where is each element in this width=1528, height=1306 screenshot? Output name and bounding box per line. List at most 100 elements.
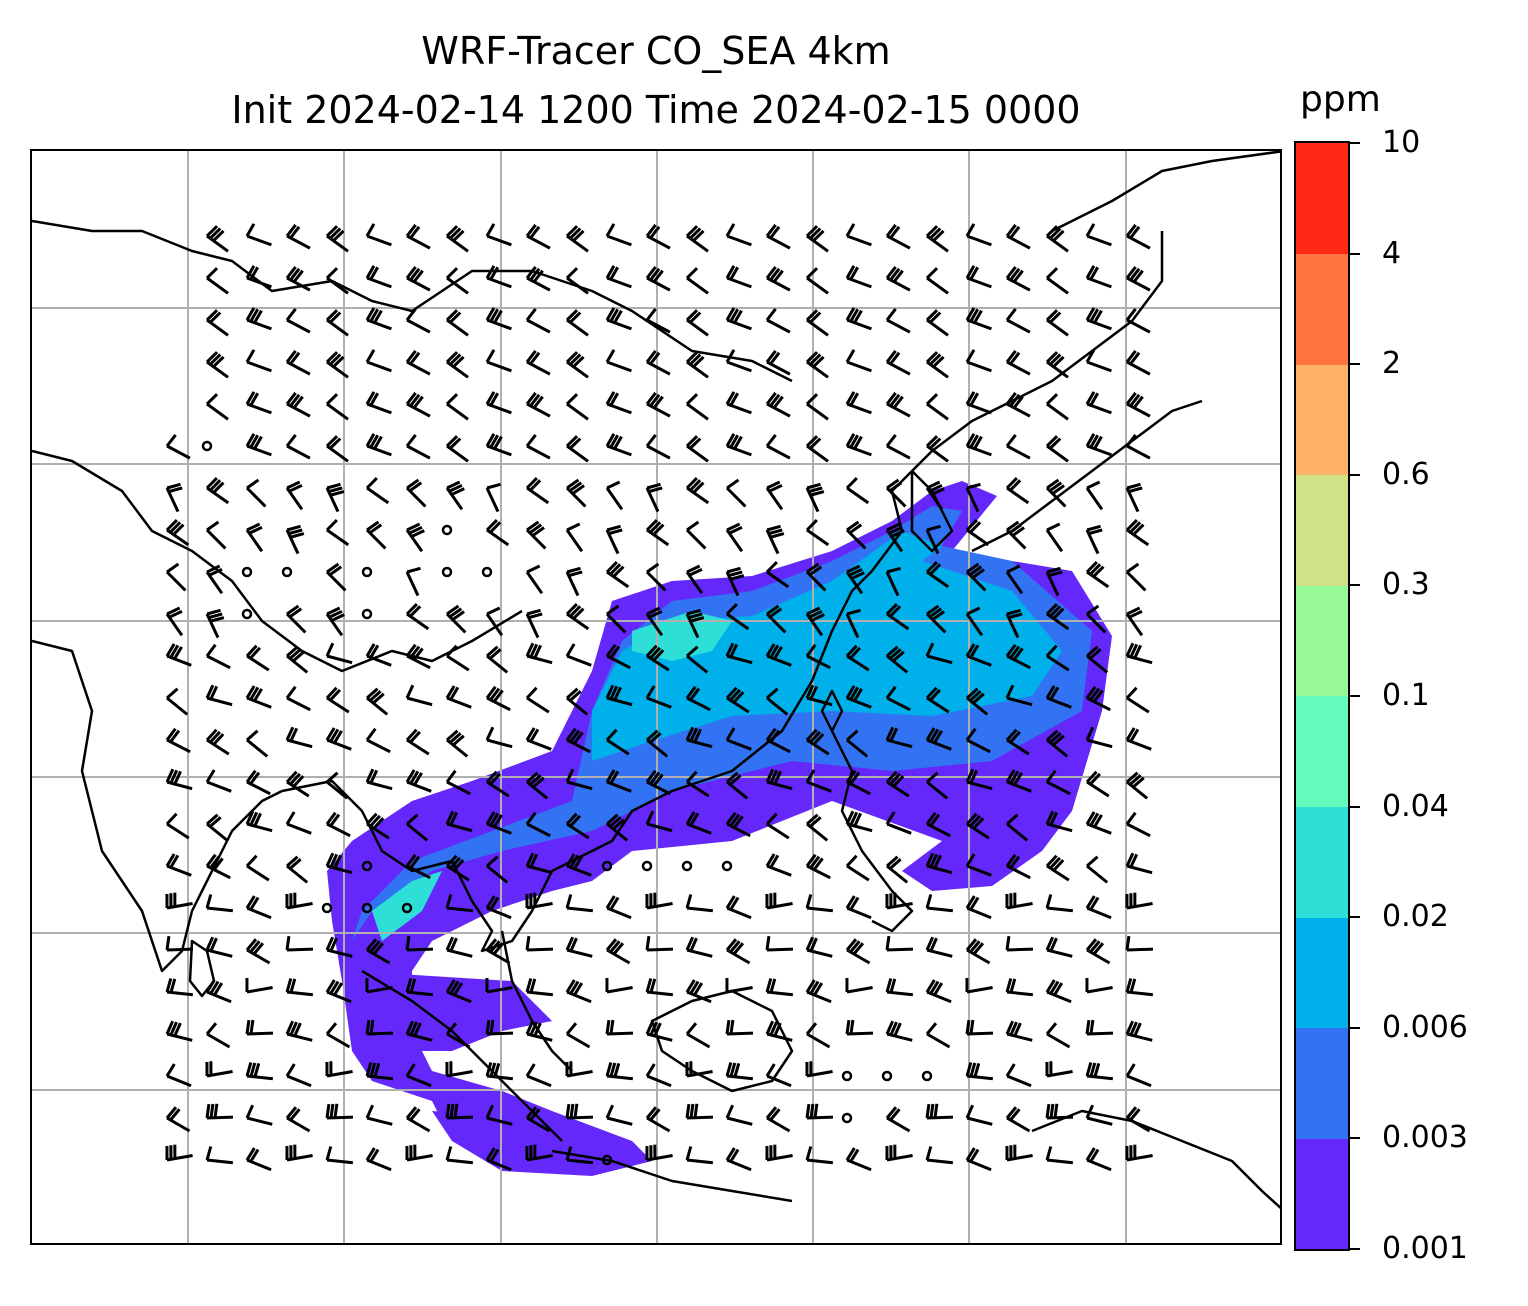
- wind-barb: [525, 1063, 552, 1088]
- wind-barb: [846, 729, 869, 758]
- wind-barb: [685, 351, 709, 379]
- colorbar-tick-label: 0.1: [1382, 678, 1430, 713]
- wind-barb: [645, 392, 671, 418]
- wind-barb: [885, 350, 911, 376]
- calm-circle: [921, 1070, 933, 1082]
- wind-barb: [765, 308, 791, 334]
- wind-barb: [365, 265, 392, 289]
- wind-barb: [1005, 1063, 1032, 1088]
- wind-barb: [1045, 1022, 1071, 1049]
- wind-barb: [446, 729, 469, 758]
- wind-barb: [725, 478, 747, 508]
- wind-barb: [565, 603, 590, 631]
- wind-barb: [1085, 770, 1110, 798]
- wind-barb: [285, 434, 311, 460]
- wind-barb: [525, 224, 551, 250]
- wind-barb: [845, 977, 873, 994]
- wind-barb: [885, 308, 911, 334]
- wind-barb: [525, 727, 552, 751]
- wind-barb: [965, 643, 992, 667]
- coastlines: [32, 151, 1280, 1210]
- wind-barb: [646, 729, 669, 758]
- wind-barb: [1005, 1106, 1031, 1133]
- colorbar-segment: [1296, 253, 1348, 365]
- wind-barb: [365, 1062, 394, 1081]
- wind-barb: [645, 769, 671, 796]
- wind-barb: [206, 813, 229, 842]
- wind-barb: [525, 392, 551, 418]
- wind-barb: [565, 478, 587, 508]
- wind-barb: [245, 854, 270, 882]
- wind-barb: [726, 771, 749, 800]
- wind-barb: [1125, 606, 1144, 637]
- wind-barb: [405, 224, 431, 250]
- wind-barb: [325, 606, 345, 637]
- wind-barb: [1085, 307, 1112, 331]
- wind-barb: [806, 813, 829, 842]
- wind-barb: [1045, 478, 1067, 508]
- wind-barb: [1125, 434, 1151, 460]
- wind-barb: [645, 562, 667, 592]
- wind-barb: [485, 977, 513, 994]
- wind-barb: [285, 524, 305, 555]
- wind-barb: [525, 477, 550, 505]
- wind-barb: [1005, 1144, 1033, 1162]
- wind-barb: [886, 855, 909, 884]
- wind-barb: [725, 603, 750, 631]
- wind-barb: [925, 979, 952, 1004]
- wind-barb: [805, 351, 829, 379]
- wind-barb: [1045, 1103, 1074, 1120]
- wind-barb: [285, 1106, 311, 1133]
- wind-barb: [445, 810, 473, 833]
- wind-barb: [805, 1061, 833, 1078]
- wind-barb: [1005, 564, 1024, 595]
- wind-barb: [1085, 1147, 1112, 1172]
- wind-barb: [645, 935, 674, 952]
- wind-barb: [845, 564, 865, 595]
- wind-barb: [365, 520, 387, 550]
- calm-circle: [721, 860, 733, 872]
- wind-barb: [325, 811, 351, 838]
- wind-barb: [805, 684, 833, 707]
- colorbar-tick-label: 0.003: [1382, 1120, 1468, 1156]
- wind-barb: [325, 225, 349, 253]
- wind-barb: [885, 1144, 913, 1162]
- wind-barb: [365, 768, 393, 791]
- wind-barb: [485, 1104, 513, 1126]
- wind-barb: [285, 770, 310, 798]
- wind-barb: [245, 265, 272, 289]
- wind-barb: [365, 727, 391, 754]
- wind-barb: [205, 520, 227, 550]
- wind-barb: [485, 770, 510, 798]
- wind-barb: [845, 223, 872, 247]
- calm-circle: [601, 1154, 613, 1166]
- wind-barb: [765, 1144, 793, 1162]
- wind-barb: [445, 1022, 471, 1049]
- wind-barb: [165, 1020, 193, 1042]
- wind-barb: [285, 308, 311, 334]
- wind-barb: [645, 685, 672, 709]
- wind-barb: [525, 686, 550, 714]
- wind-barb: [765, 935, 794, 952]
- wind-barb: [925, 1022, 951, 1049]
- wind-barb: [605, 1062, 634, 1081]
- wind-barb: [1046, 729, 1069, 758]
- wind-barb: [285, 392, 311, 418]
- colorbar-tick: [1350, 1248, 1360, 1250]
- colorbar-tick: [1350, 584, 1360, 587]
- wind-barb: [1085, 433, 1112, 457]
- wind-barb: [925, 686, 950, 714]
- wind-barb: [845, 769, 871, 796]
- wind-barb: [445, 267, 469, 295]
- wind-barb: [1125, 978, 1154, 997]
- wind-barb: [405, 478, 427, 508]
- calm-circle: [361, 902, 373, 914]
- calm-circle: [481, 566, 493, 578]
- wind-barb: [1085, 561, 1110, 589]
- wind-barb: [1005, 1020, 1033, 1042]
- wind-barb: [765, 350, 791, 376]
- wind-barb: [205, 684, 233, 707]
- wind-barb: [1125, 482, 1143, 513]
- wind-barb: [765, 266, 791, 292]
- wind-barb: [685, 979, 712, 1004]
